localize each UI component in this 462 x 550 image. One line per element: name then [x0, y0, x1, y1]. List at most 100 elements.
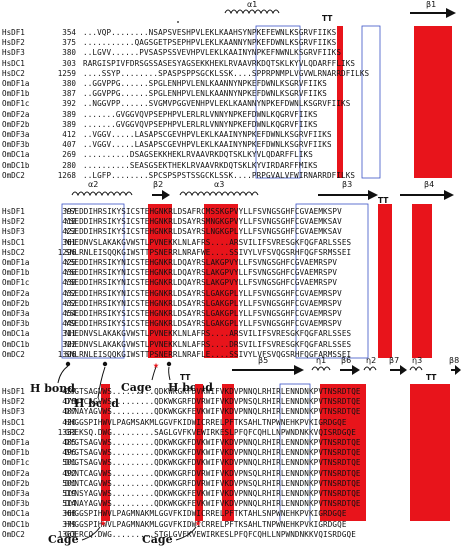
- sequence-position: 380: [62, 48, 76, 58]
- alignment-row: OmDC1b 280 ..........SEASGSEKTHEKLRVAAVRKD…: [0, 160, 462, 171]
- alignment-row: OmDF3a 519 DYNSYAGVWS.........QDKWKGKFEVKW…: [0, 488, 462, 499]
- sequence-position: 389: [62, 109, 76, 119]
- alignment-row: HsDC2 1296 SNLRNLEISQQKGIWSTTPSNERRLNRAFWE…: [0, 247, 462, 258]
- annotation-arrow: [168, 366, 171, 381]
- sequence-name: OmDC1b: [2, 339, 30, 349]
- alignment-row: OmDF2b 501 DYNTCAGVWS.........QDKWKGRFDVRW…: [0, 478, 462, 489]
- alignment-row: OmDF3b 407 ..VGGV.....LASAPSCGEVHPVLEKLKAA…: [0, 139, 462, 150]
- sequence-position: 420: [62, 417, 76, 427]
- sequence-position: 496: [62, 448, 76, 458]
- alignment-row: OmDF1a 485 DYGTSAGVWS.........QDKWKGKFDVKW…: [0, 437, 462, 448]
- sequence-name: HsDC2: [2, 247, 25, 257]
- sequence-residues: YSEDDIHRSIKYNICSTEHGNKRLDQAYRSLAKGPVYLLF…: [65, 258, 338, 267]
- helix-eta3-glyph: [409, 366, 423, 372]
- sequence-position: 478: [62, 397, 76, 407]
- sequence-position: 501: [62, 458, 76, 468]
- conserved-column: [320, 384, 366, 521]
- alignment-row: HsDF3 487 DYNAYAGVWS.........QDKWKGKFEVKWI…: [0, 406, 462, 417]
- sequence-residues: YSEDDIHRSIKYSICSTEHGNKRLDSAFRCMSSKGPVYLL…: [65, 207, 342, 216]
- sequence-position: 1259: [57, 68, 76, 78]
- block-1-highlights: [255, 25, 452, 179]
- sequence-residues: DYNTCAGVWS.........QDKWKGRFDVRWIFVKDVPNS…: [65, 478, 361, 488]
- sequence-name: OmDC1a: [2, 329, 30, 339]
- sequence-position: 412: [62, 130, 76, 139]
- block-1-structure: [177, 8, 456, 23]
- alignment-row: OmDC1a 269 ..........DSAGSEKKHEKLRVAAVRKDQ…: [0, 149, 462, 160]
- sequence-position: 354: [62, 28, 76, 37]
- sequence-residues: YSEDDIHRSIKYNICSTEHGNKRLDSAYRSLGAKGPLYLL…: [65, 288, 342, 298]
- sequence-residues: YSEDDIHRSIKYSICSTEHGNKRLDSAYRSMNGKGPVYLL…: [65, 217, 342, 227]
- alignment-row: OmDF2b 389 .......GVGGVQVPSEPHPVLERLRLVNNY…: [0, 119, 462, 130]
- sequence-name: HsDC1: [2, 58, 25, 68]
- conserved-column: [337, 26, 343, 178]
- sequence-name: OmDF1a: [2, 258, 30, 267]
- turn-label: TT: [180, 373, 191, 382]
- sequence-residues: YSEDDIHRSIKYNICSTEHGNKRLDSAYRSLGAKGPLYLL…: [65, 298, 342, 308]
- sequence-name: OmDF3a: [2, 130, 30, 139]
- sequence-residues: SNLRNLEISQQKGIWSTTPSNERRLNRAFWE....SSIVY…: [65, 247, 352, 257]
- sequence-residues: DYNAYAGVWS.........QDKWKGKFEVKWIFVKDVPNN…: [65, 407, 361, 417]
- annotation-hbond: H bond: [30, 382, 75, 395]
- sequence-name: OmDF2a: [2, 468, 30, 478]
- alignment-row: OmDC1a 368 HHGGSPIHWVLPAGMNAKMLGGVFKIDWICR…: [0, 508, 462, 519]
- alignment-row: OmDF3b 514 DYNAYAGVWS.........QDKWKGKFEVKW…: [0, 498, 462, 509]
- sequence-name: OmDF1c: [2, 99, 30, 109]
- sequence-name: OmDF3b: [2, 319, 30, 329]
- sequence-name: HsDF1: [2, 387, 25, 396]
- strand-beta4-head: [444, 190, 454, 200]
- alignment-row: OmDC2 1363 GQERCQ.DWG.........STGLGVFKVEWI…: [0, 529, 462, 540]
- sequence-residues: ..LGFP........SPCSPSPSTSSGCKLSSK....PRPG…: [83, 170, 356, 180]
- sequence-residues: ..GGVPPG......SPGLENHPVLENLKAANNYNPKEFDW…: [83, 79, 327, 88]
- sequence-name: HsDC1: [2, 417, 25, 427]
- sequence-residues: DYNTCAGVWS.........QDKWKGRFDVRWIFVKDVPNS…: [65, 468, 361, 478]
- sequence-residues: .......GVGGVQVPSEPHPVLERLRLVNNYNPKEFDWNL…: [83, 109, 318, 119]
- sequence-name: OmDF2b: [2, 298, 30, 308]
- strand-beta5-label: β5: [258, 356, 269, 365]
- strand-beta7-label: β7: [389, 356, 400, 365]
- alignment-row: HsDF2 478 DYNTCAGVWS.........QDKWKGRFDVRWI…: [0, 396, 462, 407]
- strand-beta8-label: β8: [449, 356, 460, 365]
- strand-beta4-shaft: [400, 194, 444, 196]
- sequence-position: 487: [62, 407, 76, 417]
- similarity-box: [61, 203, 125, 359]
- sequence-position: 389: [62, 119, 76, 129]
- sequence-position: 269: [62, 150, 76, 160]
- alignment-row: OmDF1b 436 YSEDDIHRSIKYNICSTEHGNKRLDQAYRSL…: [0, 267, 462, 278]
- turn-label: TT: [378, 196, 389, 205]
- sequence-name: OmDF2a: [2, 288, 30, 298]
- sequence-position: 449: [62, 319, 76, 329]
- strand-beta8-head: [455, 365, 461, 375]
- sequence-name: HsDF3: [2, 48, 25, 58]
- alignment-row: HsDF1 397 YSEDDIHRSIKYSICSTEHGNKRLDSAFRCMS…: [0, 206, 462, 217]
- helix-eta2-glyph: [363, 366, 377, 372]
- block-2-structure: [71, 190, 454, 200]
- sequence-position: 425: [62, 258, 76, 267]
- sequence-residues: ..........SEASGSEKTHEKLRVAAVRKDQTSKLKYVI…: [83, 160, 318, 170]
- helix-alpha3-label: α3: [214, 180, 225, 189]
- strand-beta1-shaft: [410, 12, 446, 14]
- alignment-row: HsDC2 1353 GREKSQ.DWG.........SAGLGVFKVEWI…: [0, 427, 462, 438]
- sequence-residues: SNLRNLEISQQKGIWSTTPSNERRLNRAFLE....SSIVY…: [65, 349, 352, 359]
- sequence-residues: YSEDDIHRSIKYNICSTEHGNKRLDQAYRSLAKGPVYLLF…: [65, 268, 338, 278]
- conserved-column: [148, 204, 172, 358]
- alignment-row: OmDF1c 501 DYGTSAGVWS.........QDKWKGKFDVKW…: [0, 457, 462, 468]
- alignment-row: HsDF1 457 DYGTSAGVWS.........QDKWKGKFDVKWI…: [0, 386, 462, 397]
- strand-beta3-shaft: [318, 194, 368, 196]
- sequence-position: 368: [62, 509, 76, 519]
- position-dot: [177, 21, 179, 23]
- helix-eta2-label: η2: [366, 356, 377, 365]
- sequence-residues: HHGGSPIHWVLPAGMNAKMLGGVFKIDWICRRELPFTKSA…: [65, 519, 347, 529]
- annotation-cage: Cage: [121, 381, 152, 394]
- sequence-residues: GREKSQ.DWG.........SAGLGVFKVEWIRKESLPFQF…: [65, 427, 356, 437]
- cage-star-icon: ★: [153, 360, 159, 370]
- similarity-box: [361, 25, 381, 179]
- sequence-name: OmDF1c: [2, 278, 30, 288]
- alignment-row: HsDC1 303 RARGISPIVFDRSGSSASESYAGSEKKHEKLR…: [0, 58, 462, 69]
- sequence-residues: ..GGVPPG......SPGLENHPVLENLKAANNYNPKEFDW…: [83, 89, 327, 99]
- alignment-row: OmDF2a 432 YSEDDIHRSIKYNICSTEHGNKRLDSAYRSL…: [0, 288, 462, 299]
- sequence-position: 379: [62, 519, 76, 529]
- sequence-residues: DYNSYAGVWS.........QDKWKGKFEVKWIFVKDVPNN…: [65, 489, 361, 498]
- sequence-position: 1268: [57, 170, 76, 180]
- sequence-residues: ..LGVV......PVSASPSSVEVHPVLEKLKAAINYNPKE…: [83, 48, 342, 58]
- strand-beta2-head: [162, 190, 170, 200]
